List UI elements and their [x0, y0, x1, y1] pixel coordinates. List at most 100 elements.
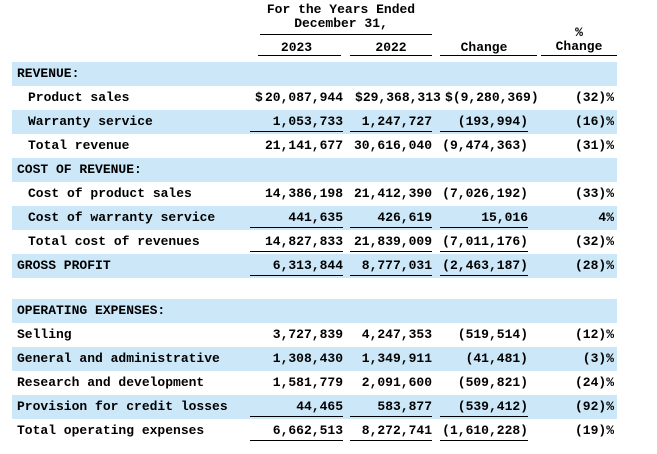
value-pct-change: (12)%: [574, 327, 614, 342]
value-2022: 1,247,727: [350, 110, 432, 134]
period-header: For the Years Ended December 31,: [250, 3, 432, 31]
value-pct-change: (28)%: [574, 258, 614, 273]
value-2023-text: 1,581,779: [272, 375, 343, 390]
value-change-text: (9,280,369): [452, 90, 539, 105]
column-header-change: Change: [460, 40, 508, 55]
row-label: Cost of warranty service: [28, 210, 216, 225]
value-2023: [250, 299, 343, 323]
period-line2: December 31,: [294, 16, 388, 31]
value-2023: 14,827,833: [250, 230, 343, 254]
underline-2022: [350, 55, 432, 56]
value-change-text: (7,026,192): [442, 186, 528, 201]
row-label: Provision for credit losses: [17, 399, 228, 414]
value-2022-text: 21,412,390: [353, 186, 432, 201]
underline-change: [440, 55, 537, 56]
value-change: (41,481): [440, 347, 528, 371]
row-label: Cost of product sales: [28, 186, 192, 201]
row-label: Selling: [17, 327, 72, 342]
value-2023-text: 14,827,833: [264, 234, 343, 249]
value-2023: [250, 62, 343, 86]
value-2023-text: 441,635: [288, 210, 343, 225]
underline-2023: [258, 55, 341, 56]
value-2022-text: 4,247,353: [361, 327, 432, 342]
value-pct-change: [528, 158, 617, 182]
row-label: Total cost of revenues: [28, 234, 200, 249]
value-pct-change: (24)%: [574, 375, 614, 390]
value-2023-text: 1,308,430: [272, 351, 343, 366]
value-2023-text: 1,053,733: [272, 114, 343, 129]
row-label: COST OF REVENUE:: [17, 162, 142, 177]
value-2022: [350, 299, 432, 323]
dollar-sign: $: [255, 90, 263, 105]
value-2023: 6,662,513: [250, 419, 343, 443]
value-change: (509,821): [440, 371, 528, 395]
value-change: [440, 62, 528, 86]
value-2023-text: 6,313,844: [272, 258, 343, 273]
value-2022-text: 29,368,313: [362, 90, 441, 105]
row-label: Total operating expenses: [17, 423, 205, 438]
period-underline: [260, 34, 432, 35]
value-2023: 14,386,198: [250, 182, 343, 206]
value-2022-text: 8,272,741: [361, 423, 432, 438]
value-change: (9,474,363): [440, 134, 528, 158]
underline-pct-change: [541, 55, 617, 56]
value-change-text: (1,610,228): [442, 423, 528, 438]
value-2023-text: 14,386,198: [264, 186, 343, 201]
value-change: [440, 158, 528, 182]
value-2023: 1,053,733: [250, 110, 343, 134]
table-row: Total operating expenses 6,662,513 8,272,7…: [12, 419, 617, 443]
value-2023: 6,313,844: [250, 254, 343, 278]
value-pct-change: (19)%: [574, 423, 614, 438]
value-2022-text: 8,777,031: [361, 258, 432, 273]
value-change: 15,016: [440, 206, 528, 230]
value-pct-change: (92)%: [574, 399, 614, 414]
value-2022-text: 1,247,727: [361, 114, 432, 129]
table-row: Product sales $20,087,944 $29,368,313 $ (9,2…: [12, 86, 617, 110]
value-2022: 8,777,031: [350, 254, 432, 278]
row-label: General and administrative: [17, 351, 220, 366]
column-header-2023: 2023: [280, 40, 313, 55]
value-change-text: (539,412): [457, 399, 528, 414]
value-2023: 1,308,430: [250, 347, 343, 371]
period-line1: For the Years Ended: [266, 2, 416, 17]
value-2022: 8,272,741: [350, 419, 432, 443]
value-2023-text: 20,087,944: [264, 90, 343, 105]
dollar-sign: $: [445, 90, 453, 105]
value-change-text: (2,463,187): [442, 258, 528, 273]
value-change-text: (519,514): [457, 327, 528, 342]
value-2022: 30,616,040: [350, 134, 432, 158]
value-2022-text: 2,091,600: [361, 375, 432, 390]
value-2022-text: 1,349,911: [361, 351, 432, 366]
value-2022: $29,368,313: [350, 86, 441, 110]
section-row: GROSS PROFIT 6,313,844 8,777,031 (2,463,187…: [12, 254, 617, 278]
value-2022: 4,247,353: [350, 323, 432, 347]
row-label: Warranty service: [28, 114, 153, 129]
value-change-text: (193,994): [457, 114, 528, 129]
value-2022-text: 30,616,040: [353, 138, 432, 153]
value-2022: 426,619: [350, 206, 432, 230]
value-2023: 21,141,677: [250, 134, 343, 158]
value-change-text: (41,481): [465, 351, 528, 366]
value-change: [440, 299, 528, 323]
value-2023-text: 6,662,513: [272, 423, 343, 438]
table-row: Provision for credit losses 44,465 583,877…: [12, 395, 617, 419]
value-2022: 583,877: [350, 395, 432, 419]
section-row: COST OF REVENUE:: [12, 158, 617, 182]
value-2023: 44,465: [250, 395, 343, 419]
row-label: OPERATING EXPENSES:: [17, 303, 166, 318]
value-change: (1,610,228): [440, 419, 528, 443]
value-change-text: (9,474,363): [442, 138, 528, 153]
value-change-text: (509,821): [457, 375, 528, 390]
value-pct-change: (32)%: [574, 90, 614, 105]
spacer-row: [12, 278, 617, 299]
value-2022-text: 426,619: [377, 210, 432, 225]
income-statement-table: For the Years Ended December 31, 2023 20…: [12, 0, 617, 443]
value-2023: [250, 158, 343, 182]
table-body: REVENUE: Product sales $20,087,944 $29,368,…: [12, 62, 617, 443]
column-header-pct-change: % Change: [541, 26, 617, 54]
table-row: Total revenue 21,141,677 30,616,040 (9,474,…: [12, 134, 617, 158]
value-change: (193,994): [440, 110, 528, 134]
section-row: REVENUE:: [12, 62, 617, 86]
value-2022: 21,839,009: [350, 230, 432, 254]
value-pct-change: (32)%: [574, 234, 614, 249]
